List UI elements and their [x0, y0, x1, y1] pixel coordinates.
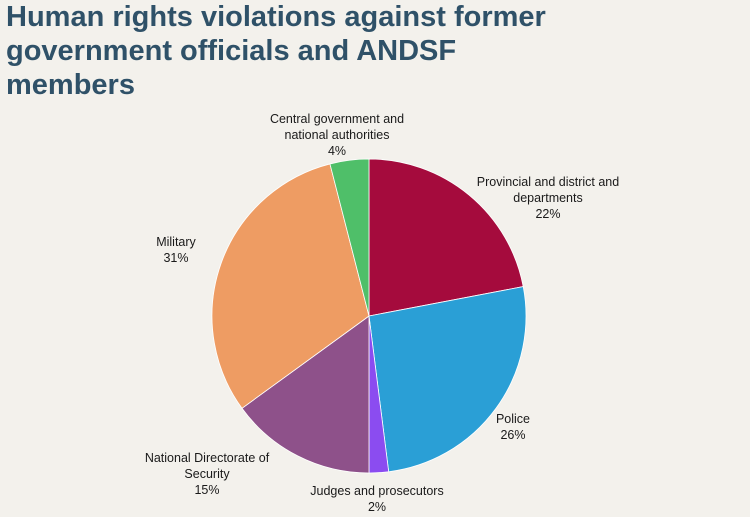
pie-slice-2	[368, 286, 527, 473]
slice-label-3: Judges and prosecutors 2%	[310, 484, 443, 514]
slice-category-label: Security	[184, 467, 230, 481]
slice-value-label: 4%	[328, 144, 346, 158]
slice-category-label: National Directorate of	[145, 451, 270, 465]
slice-value-label: 22%	[535, 207, 560, 221]
slice-label-1: Provincial and district and departments 22…	[477, 175, 619, 221]
slice-category-label: Military	[156, 235, 196, 249]
slice-label-4: National Directorate of Security 15%	[145, 451, 270, 497]
slice-category-label: Police	[496, 412, 530, 426]
slice-category-label: national authorities	[285, 128, 390, 142]
slice-value-label: 2%	[368, 500, 386, 514]
slice-category-label: Provincial and district and	[477, 175, 619, 189]
slice-value-label: 31%	[163, 251, 188, 265]
pie-slice-4	[241, 315, 370, 474]
chart-title-line-2: government officials and ANDSF	[6, 35, 457, 67]
slice-value-label: 15%	[194, 483, 219, 497]
pie-slice-1	[368, 158, 524, 317]
slice-label-5: Military 31%	[156, 235, 196, 265]
slice-value-label: 26%	[500, 428, 525, 442]
pie-slices	[211, 158, 527, 474]
pie-slice-5	[211, 163, 370, 409]
slice-category-label: Central government and	[270, 112, 404, 126]
slice-label-2: Police 26%	[496, 412, 530, 442]
chart-title-line-1: Human rights violations against former	[6, 1, 546, 33]
slice-category-label: Judges and prosecutors	[310, 484, 443, 498]
chart-title-line-3: members	[6, 69, 135, 101]
pie-labels: Provincial and district and departments 22…	[145, 112, 619, 514]
slice-label-6: Central government and national authoriti…	[270, 112, 404, 158]
pie-slice-6	[329, 158, 370, 317]
chart-title: Human rights violations against former g…	[6, 0, 606, 102]
slice-category-label: departments	[513, 191, 582, 205]
